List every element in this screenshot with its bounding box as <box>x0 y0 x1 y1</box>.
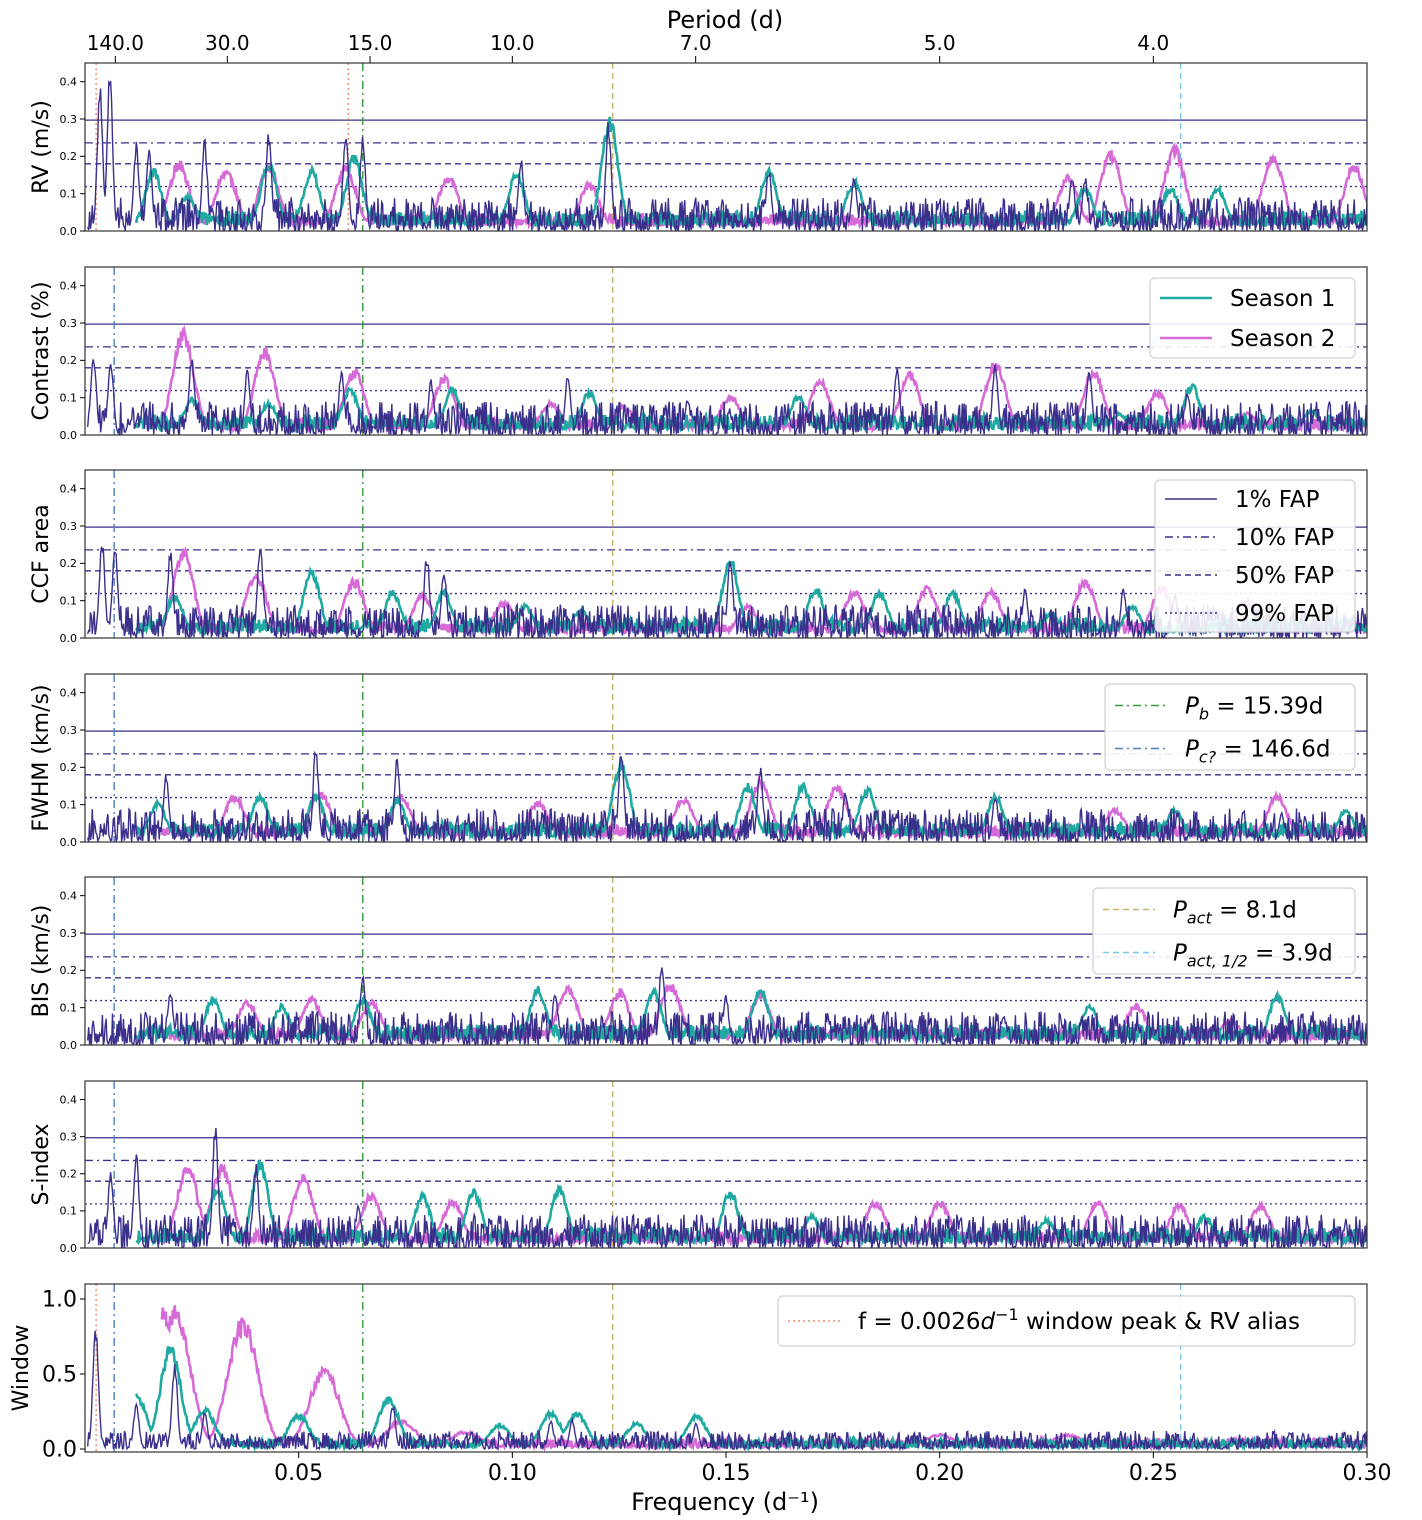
ytick-label-2-3: 0.3 <box>60 520 78 533</box>
period-tick-label-1: 30.0 <box>205 31 250 55</box>
legend-label-1-0: 1% FAP <box>1235 487 1320 513</box>
ylabel-4: BIS (km/s) <box>29 905 54 1018</box>
ytick-label-4-4: 0.4 <box>60 890 78 903</box>
legend-4: f = 0.0026d−1 window peak & RV alias <box>777 1295 1356 1347</box>
legend-box-2 <box>1104 683 1356 771</box>
legend-label-0-0: Season 1 <box>1230 286 1335 312</box>
legend-box-1 <box>1154 479 1356 633</box>
ytick-label-3-3: 0.3 <box>60 724 78 737</box>
ytick-label-1-1: 0.1 <box>60 392 78 405</box>
period-axis: 140.0 30.0 15.0 10.0 7.0 5.0 4.0 <box>87 31 1169 63</box>
period-tick-label-4: 7.0 <box>680 31 712 55</box>
top-axis-title: Period (d) <box>667 6 783 34</box>
ytick-label-5-3: 0.3 <box>60 1131 78 1144</box>
legend-label-1-3: 99% FAP <box>1235 601 1334 627</box>
combined-line-0 <box>87 80 1367 231</box>
ytick-label-3-1: 0.1 <box>60 799 78 812</box>
legend-box-4 <box>777 1295 1356 1347</box>
ytick-label-2-4: 0.4 <box>60 483 78 496</box>
xtick-label-5: 0.30 <box>1343 1461 1392 1486</box>
ylabel-0: RV (m/s) <box>29 100 54 194</box>
combined-line-2 <box>87 546 1367 638</box>
ytick-label-4-0: 0.0 <box>60 1039 78 1052</box>
ytick-label-6-2: 1.0 <box>42 1288 77 1313</box>
legend-label-2-1: Pc? = 146.6d <box>1185 737 1331 767</box>
legend-2: Pb = 15.39d Pc? = 146.6d <box>1104 683 1356 771</box>
legend-0: Season 1 Season 2 <box>1149 277 1356 359</box>
period-tick-label-5: 5.0 <box>924 31 956 55</box>
legend-label-0-1: Season 2 <box>1230 326 1335 352</box>
legend-label-1-1: 10% FAP <box>1235 525 1334 551</box>
panel-frame-3 <box>84 673 1368 843</box>
panel-5: 0.0 0.1 0.2 0.3 0.4 S-index <box>29 1080 1368 1255</box>
ytick-label-5-1: 0.1 <box>60 1205 78 1218</box>
ylabel-5: S-index <box>29 1123 54 1205</box>
period-tick-label-0: 140.0 <box>87 31 144 55</box>
legend-label-3-0: Pact = 8.1d <box>1173 898 1297 928</box>
combined-line-4 <box>87 967 1367 1045</box>
panel-6: 0.0 0.5 1.0 Window 0.05 0.10 0.15 0.20 0.25 0.30 <box>9 1283 1392 1486</box>
xtick-label-2: 0.15 <box>702 1461 751 1486</box>
ylabel-3: FWHM (km/s) <box>29 684 54 831</box>
ytick-label-0-0: 0.0 <box>60 225 78 238</box>
legend-label-4-0: f = 0.0026d−1 window peak & RV alias <box>858 1305 1300 1335</box>
panel-2: 0.0 0.1 0.2 0.3 0.4 CCF area <box>29 469 1368 645</box>
combined-line-5 <box>87 1128 1367 1248</box>
ytick-label-0-3: 0.3 <box>60 113 78 126</box>
ytick-label-5-2: 0.2 <box>60 1168 78 1181</box>
combined-line-1 <box>87 359 1367 435</box>
ytick-label-4-2: 0.2 <box>60 964 78 977</box>
legend-label-3-1: Pact, 1/2 = 3.9d <box>1173 941 1333 971</box>
ytick-label-1-3: 0.3 <box>60 317 78 330</box>
ytick-label-3-4: 0.4 <box>60 687 78 700</box>
ytick-label-0-4: 0.4 <box>60 76 78 89</box>
ytick-label-4-3: 0.3 <box>60 927 78 940</box>
ytick-label-3-2: 0.2 <box>60 761 78 774</box>
period-tick-label-2: 15.0 <box>348 31 393 55</box>
panel-frame-1 <box>84 266 1368 436</box>
ytick-label-5-4: 0.4 <box>60 1093 78 1106</box>
ylabel-6: Window <box>9 1325 34 1412</box>
legend-3: Pact = 8.1d Pact, 1/2 = 3.9d <box>1092 887 1356 975</box>
ytick-label-0-1: 0.1 <box>60 188 78 201</box>
period-tick-label-6: 4.0 <box>1137 31 1169 55</box>
legend-label-1-2: 50% FAP <box>1235 563 1334 589</box>
legend-box-3 <box>1092 887 1356 975</box>
ytick-label-3-0: 0.0 <box>60 836 78 849</box>
ytick-label-1-4: 0.4 <box>60 280 78 293</box>
ylabel-1: Contrast (%) <box>29 281 54 420</box>
ytick-label-2-0: 0.0 <box>60 632 78 645</box>
ytick-label-2-2: 0.2 <box>60 557 78 570</box>
legend-1: 1% FAP 10% FAP 50% FAP 99% FAP <box>1154 479 1356 633</box>
panel-frame-4 <box>84 876 1368 1046</box>
panel-0: 0.0 0.1 0.2 0.3 0.4 RV (m/s) <box>29 62 1368 238</box>
ytick-label-0-2: 0.2 <box>60 150 78 163</box>
ytick-label-1-0: 0.0 <box>60 429 78 442</box>
season2-line-0 <box>160 142 1367 231</box>
ytick-label-1-2: 0.2 <box>60 354 78 367</box>
panel-1: 0.0 0.1 0.2 0.3 0.4 Contrast (%) <box>29 266 1368 442</box>
ytick-label-4-1: 0.1 <box>60 1002 78 1015</box>
season2-line-5 <box>161 1163 1367 1248</box>
xtick-label-0: 0.05 <box>274 1461 323 1486</box>
period-tick-label-3: 10.0 <box>490 31 535 55</box>
ytick-label-2-1: 0.1 <box>60 595 78 608</box>
panel-frame-2 <box>84 469 1368 639</box>
ylabel-2: CCF area <box>29 504 54 603</box>
bottom-axis-title: Frequency (d⁻¹) <box>631 1488 819 1516</box>
ytick-label-6-1: 0.5 <box>42 1363 77 1388</box>
xtick-label-1: 0.10 <box>488 1461 537 1486</box>
panel-frame-0 <box>84 62 1368 232</box>
ytick-label-6-0: 0.0 <box>42 1438 77 1463</box>
panels-group: 0.0 0.1 0.2 0.3 0.4 RV (m/s) 0.0 0.1 0.2 0.3 0.4 Co… <box>9 62 1392 1486</box>
xtick-label-4: 0.25 <box>1129 1461 1178 1486</box>
combined-line-3 <box>87 750 1367 842</box>
panel-frame-5 <box>84 1080 1368 1249</box>
season1-line-6 <box>135 1345 1367 1452</box>
legend-label-2-0: Pb = 15.39d <box>1185 694 1323 724</box>
combined-line-6 <box>87 1330 1367 1452</box>
xtick-label-3: 0.20 <box>915 1461 964 1486</box>
ytick-label-5-0: 0.0 <box>60 1242 78 1255</box>
